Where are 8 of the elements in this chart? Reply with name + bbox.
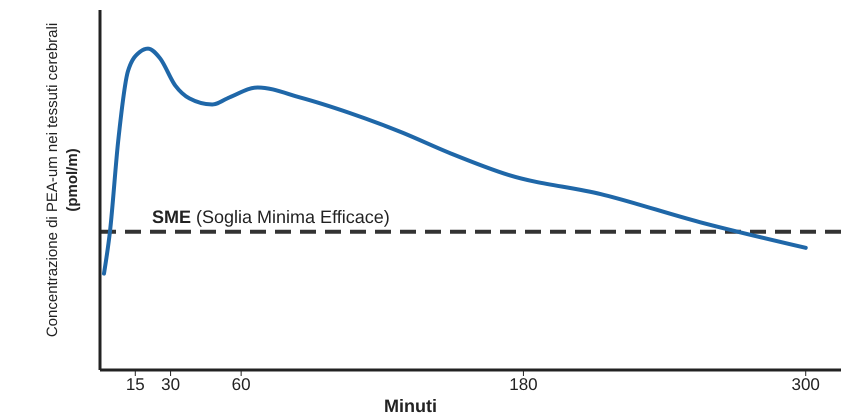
x-tick-label: 300 [792, 375, 820, 394]
x-tick-label: 30 [161, 375, 180, 394]
y-axis-title: Concentrazione di PEA-um nei tessuti cerebrali (pmol/m) [44, 22, 81, 338]
x-axis-title: Minuti [384, 396, 437, 416]
ref-line-label: SME (Soglia Minima Efficace) [152, 206, 390, 227]
x-tick-label: 60 [232, 375, 251, 394]
x-tick-label: 180 [509, 375, 538, 394]
x-tick-label: 15 [126, 375, 145, 394]
